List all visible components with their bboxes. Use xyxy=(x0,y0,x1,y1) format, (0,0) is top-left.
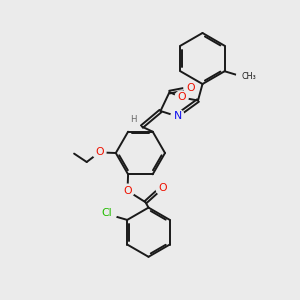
Circle shape xyxy=(171,110,184,123)
Text: O: O xyxy=(158,183,167,194)
Circle shape xyxy=(121,184,134,197)
Text: N: N xyxy=(173,111,182,121)
Circle shape xyxy=(93,146,106,159)
Text: O: O xyxy=(95,147,103,158)
Text: O: O xyxy=(186,82,195,93)
Circle shape xyxy=(98,203,117,223)
Circle shape xyxy=(175,91,188,104)
Text: H: H xyxy=(130,116,137,124)
Text: Cl: Cl xyxy=(102,208,112,218)
Text: O: O xyxy=(177,92,186,103)
Circle shape xyxy=(184,81,197,94)
Text: CH₃: CH₃ xyxy=(242,72,256,81)
Circle shape xyxy=(237,64,262,89)
Circle shape xyxy=(156,182,169,195)
Text: O: O xyxy=(123,186,132,196)
Circle shape xyxy=(127,113,140,127)
